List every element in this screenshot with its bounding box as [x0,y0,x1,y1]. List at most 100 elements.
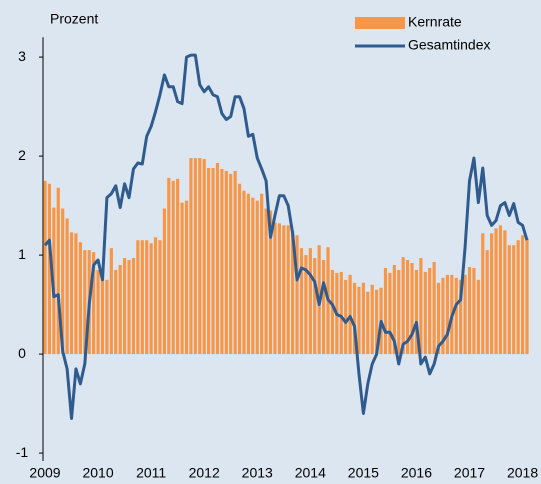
bar [56,187,60,355]
y-tick-label: 1 [18,246,26,262]
bar [260,193,264,355]
bar [286,225,290,355]
bar [220,168,224,355]
x-tick-label: 2013 [242,465,273,481]
bar [118,264,122,355]
bar [348,274,352,355]
bar [432,262,436,355]
bar [246,193,251,355]
y-axis-label: Prozent [50,11,98,27]
bar [78,242,82,355]
bar [65,218,69,355]
bar [339,271,343,355]
y-tick-label: 2 [18,147,26,163]
bar [494,228,498,355]
bar [224,170,228,355]
bar [189,158,193,355]
legend-swatch [355,17,405,29]
bar [352,282,357,355]
x-tick-label: 2016 [401,465,432,481]
bar [344,279,348,355]
bar [436,282,441,355]
legend-label: Kernrate [408,14,462,30]
bar [512,245,516,355]
bar [507,245,511,355]
bar [295,235,299,355]
bar [215,163,220,355]
bar [441,277,445,355]
bar [392,264,396,355]
bar [383,267,388,355]
bar [92,252,96,355]
bar [69,232,74,355]
bar [184,200,189,355]
bar [105,279,109,355]
bar [375,289,379,355]
bar [233,170,237,355]
y-tick-label: 3 [18,48,26,64]
x-tick-label: 2017 [454,465,485,481]
bar [171,180,175,355]
bar [476,279,480,355]
bar [255,200,259,355]
bar [291,230,295,355]
bar [282,225,286,355]
bar [472,267,476,355]
x-tick-label: 2011 [136,465,166,481]
bar [463,274,467,355]
bar [370,284,374,355]
bar [428,267,432,355]
bar [251,197,255,355]
bar [357,286,361,355]
bar [414,269,419,355]
bar [109,248,113,355]
x-tick-label: 2010 [82,465,113,481]
bar [198,158,202,355]
x-tick-label: 2018 [507,465,538,481]
bar [423,271,427,355]
bar [481,233,485,355]
bar [299,248,304,355]
bar [153,237,158,355]
bar [242,190,246,355]
bar [100,274,105,355]
bar [304,255,308,355]
bar [145,240,149,355]
bar [321,260,326,355]
bar [459,279,463,355]
bar [273,222,277,355]
bar [237,183,242,355]
bar [419,258,423,355]
bar [158,240,162,355]
bar [490,233,494,355]
bar [454,277,458,355]
bar [525,238,529,355]
bar [74,233,78,355]
bar [83,250,87,355]
bar [366,291,370,355]
bar [180,202,184,355]
bar [193,158,197,355]
bar [406,260,410,355]
bar [176,178,180,355]
bar [401,257,405,355]
bar [264,208,268,355]
bar [207,167,211,355]
bar [467,266,472,355]
bar [503,230,507,355]
bar [268,210,273,355]
bar [229,173,233,355]
y-tick-label: -1 [16,444,29,460]
bar [162,208,166,355]
bar [516,240,520,355]
bar [61,208,65,355]
bar [485,250,489,355]
bar [202,159,206,355]
bar [445,274,450,355]
x-tick-label: 2009 [29,465,60,481]
bar [498,225,503,355]
bar [140,240,144,355]
x-tick-label: 2015 [348,465,379,481]
bar [43,180,47,355]
